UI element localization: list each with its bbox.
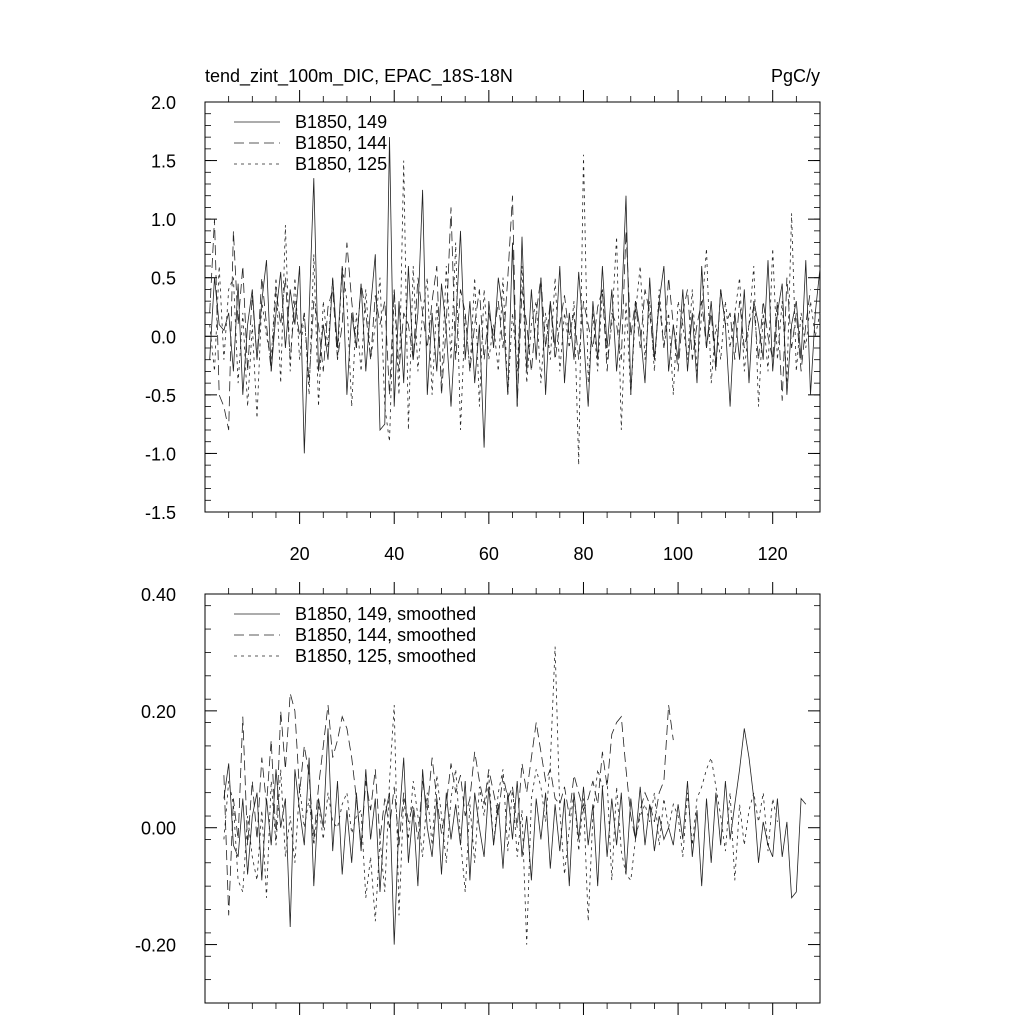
legend-label: B1850, 149, smoothed [295,604,476,624]
x-tick-label: 120 [758,544,788,564]
bottom-panel: -0.200.000.200.40 B1850, 149, smoothedB1… [135,582,821,1015]
y-tick-label: -1.5 [145,503,176,523]
chart-title: tend_zint_100m_DIC, EPAC_18S-18N [205,66,513,87]
y-tick-label: 1.0 [151,210,176,230]
legend-label: B1850, 144 [295,133,387,153]
y-tick-label: 2.0 [151,93,176,113]
axis-ticks: -0.20 0.00 0.20 0.40 [135,582,820,1015]
y-tick-label: 0.5 [151,269,176,289]
series-line-1 [223,728,807,945]
x-tick-label: 40 [384,544,404,564]
legend-label: B1850, 125, smoothed [295,646,476,666]
y-tick-label: 0.0 [151,327,176,347]
y-tick-label: 1.5 [151,152,176,172]
top-panel: tend_zint_100m_DIC, EPAC_18S-18N PgC/y -… [145,66,821,564]
series-line-2 [209,195,811,431]
y-tick-label: -1.0 [145,444,176,464]
x-tick-label: 60 [479,544,499,564]
x-tick-label: 20 [290,544,310,564]
x-tick-label: 80 [573,544,593,564]
axis-ticks: -1.5 -1.0 -0.5 0.0 0.5 1.0 1.5 2.0 20 40 60 80 100 12… [145,90,820,564]
y-tick-label: 0.40 [141,585,176,605]
legend-label: B1850, 125 [295,154,387,174]
x-tick-label: 100 [663,544,693,564]
series-lines [209,137,821,466]
y-tick-label: 0.20 [141,702,176,722]
units-label: PgC/y [771,66,820,86]
series-line-2 [223,693,674,916]
legend-label: B1850, 149 [295,112,387,132]
y-tick-label: -0.5 [145,386,176,406]
legend-label: B1850, 144, smoothed [295,625,476,645]
y-tick-label: 0.00 [141,819,176,839]
series-lines [223,646,807,945]
y-tick-label: -0.20 [135,936,176,956]
